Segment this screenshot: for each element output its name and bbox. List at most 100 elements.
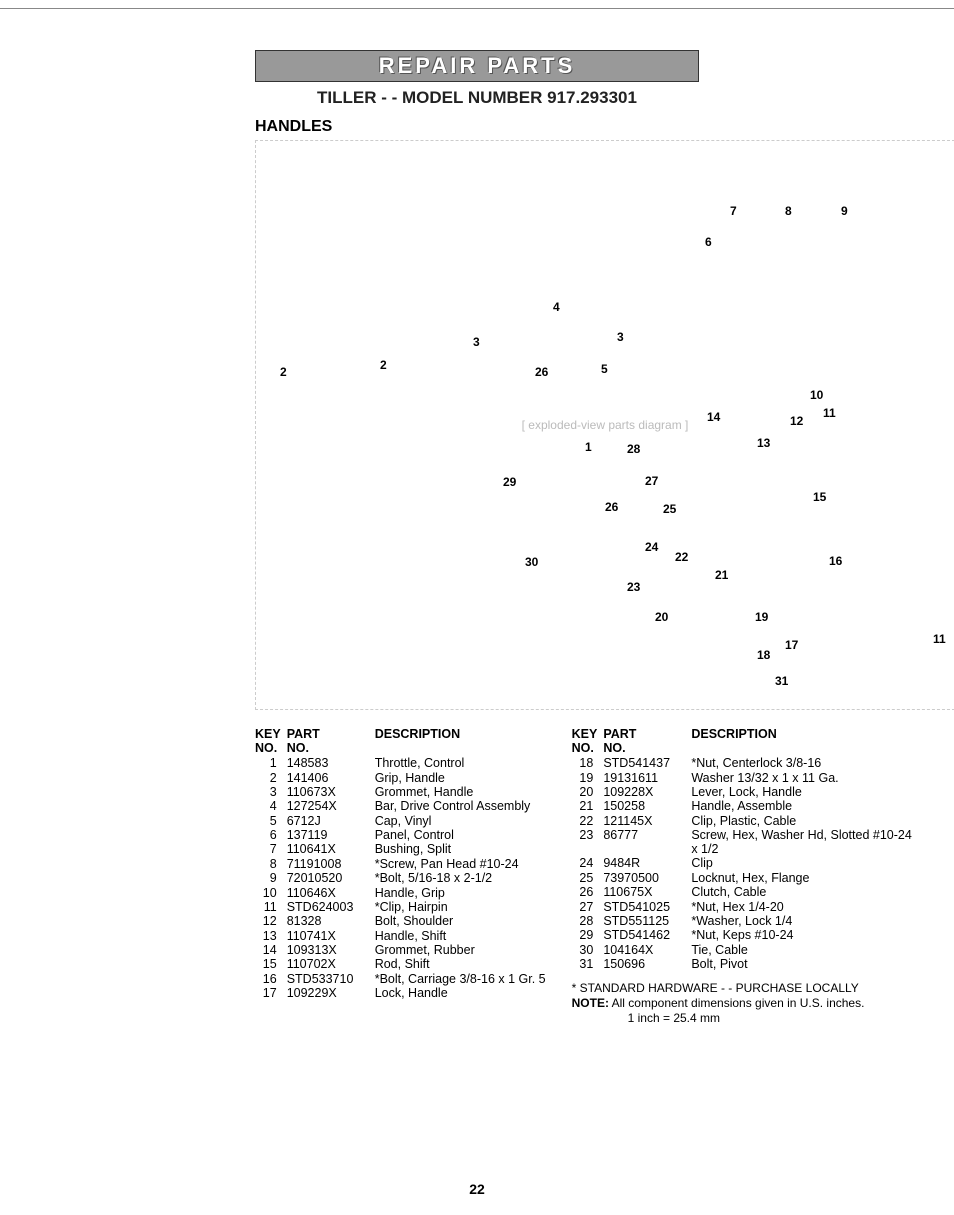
cell-key: 2 (255, 770, 287, 784)
diagram-callout: 20 (655, 610, 668, 624)
table-row: 1281328Bolt, Shoulder (255, 914, 552, 928)
tables-wrap: KEY NO. PART NO. DESCRIPTION 1148583Thro… (255, 726, 934, 1026)
table-row: 15110702XRod, Shift (255, 957, 552, 971)
th-part: PART NO. (603, 726, 691, 756)
banner-title: REPAIR PARTS (379, 53, 576, 79)
table-row: 17109229XLock, Handle (255, 986, 552, 1000)
cell-desc: *Nut, Centerlock 3/8-16 (691, 756, 921, 770)
table-row: 21150258Handle, Assemble (572, 799, 922, 813)
cell-key: 18 (572, 756, 604, 770)
table-row: 20109228XLever, Lock, Handle (572, 785, 922, 799)
cell-part: 150258 (603, 799, 691, 813)
table-row: 28STD551125*Washer, Lock 1/4 (572, 914, 922, 928)
cell-part: 109228X (603, 785, 691, 799)
cell-desc: Washer 13/32 x 1 x 11 Ga. (691, 770, 921, 784)
cell-key: 12 (255, 914, 287, 928)
diagram-callout: 25 (663, 502, 676, 516)
cell-part: 141406 (287, 770, 375, 784)
diagram-callout: 23 (627, 580, 640, 594)
table-row: 30104164XTie, Cable (572, 943, 922, 957)
cell-key: 3 (255, 785, 287, 799)
cell-key: 29 (572, 928, 604, 942)
cell-key: 20 (572, 785, 604, 799)
cell-desc: Bolt, Shoulder (375, 914, 552, 928)
cell-key: 19 (572, 770, 604, 784)
cell-desc: *Clip, Hairpin (375, 900, 552, 914)
cell-desc: Bolt, Pivot (691, 957, 921, 971)
table-row: 2386777Screw, Hex, Washer Hd, Slotted #1… (572, 828, 922, 856)
diagram-callout: 18 (757, 648, 770, 662)
parts-table-right: KEY NO. PART NO. DESCRIPTION 18STD541437… (572, 726, 922, 971)
cell-desc: Bar, Drive Control Assembly (375, 799, 552, 813)
cell-part: STD541025 (603, 899, 691, 913)
cell-desc: Lever, Lock, Handle (691, 785, 921, 799)
diagram-callout: 22 (675, 550, 688, 564)
cell-part: 71191008 (287, 857, 375, 871)
cell-key: 10 (255, 885, 287, 899)
table-row: 22121145XClip, Plastic, Cable (572, 814, 922, 828)
parts-table-left: KEY NO. PART NO. DESCRIPTION 1148583Thro… (255, 726, 552, 1000)
diagram-callout: 16 (829, 554, 842, 568)
cell-key: 24 (572, 856, 604, 870)
cell-key: 21 (572, 799, 604, 813)
model-line: TILLER - - MODEL NUMBER 917.293301 (20, 88, 934, 108)
diagram-placeholder: [ exploded-view parts diagram ] (255, 140, 954, 710)
table-row: 11STD624003*Clip, Hairpin (255, 900, 552, 914)
cell-part: 9484R (603, 856, 691, 870)
diagram-callout: 21 (715, 568, 728, 582)
cell-key: 27 (572, 899, 604, 913)
cell-desc: Handle, Shift (375, 929, 552, 943)
diagram-placeholder-label: [ exploded-view parts diagram ] (522, 418, 689, 432)
cell-desc: *Bolt, Carriage 3/8-16 x 1 Gr. 5 (375, 972, 552, 986)
diagram-callout: 17 (785, 638, 798, 652)
cell-desc: Grip, Handle (375, 770, 552, 784)
th-key: KEY NO. (572, 726, 604, 756)
cell-desc: Bushing, Split (375, 842, 552, 856)
cell-desc: Clip (691, 856, 921, 870)
banner: REPAIR PARTS (255, 50, 699, 82)
cell-key: 11 (255, 900, 287, 914)
diagram-callout: 8 (785, 204, 792, 218)
table-row: 16STD533710*Bolt, Carriage 3/8-16 x 1 Gr… (255, 972, 552, 986)
cell-desc: Grommet, Handle (375, 785, 552, 799)
cell-part: 73970500 (603, 871, 691, 885)
cell-part: STD541437 (603, 756, 691, 770)
cell-desc: Lock, Handle (375, 986, 552, 1000)
cell-part: 110641X (287, 842, 375, 856)
diagram-callout: 14 (707, 410, 720, 424)
footnote: * STANDARD HARDWARE - - PURCHASE LOCALLY… (572, 981, 922, 1026)
cell-desc: Screw, Hex, Washer Hd, Slotted #10-24 x … (691, 828, 921, 856)
table-row: 10110646XHandle, Grip (255, 885, 552, 899)
page-number: 22 (0, 1181, 954, 1197)
cell-part: 72010520 (287, 871, 375, 885)
diagram-area: [ exploded-view parts diagram ] 12233456… (255, 140, 954, 710)
table-row: 7110641XBushing, Split (255, 842, 552, 856)
table-row: 4127254XBar, Drive Control Assembly (255, 799, 552, 813)
cell-key: 7 (255, 842, 287, 856)
cell-key: 9 (255, 871, 287, 885)
table-row: 29STD541462*Nut, Keps #10-24 (572, 928, 922, 942)
diagram-callout: 2 (380, 358, 387, 372)
th-part: PART NO. (287, 726, 375, 756)
cell-part: STD533710 (287, 972, 375, 986)
table-row: 13110741XHandle, Shift (255, 929, 552, 943)
cell-desc: Locknut, Hex, Flange (691, 871, 921, 885)
top-rule (0, 8, 954, 9)
parts-column-right: KEY NO. PART NO. DESCRIPTION 18STD541437… (572, 726, 922, 1026)
cell-desc: Panel, Control (375, 828, 552, 842)
diagram-callout: 5 (601, 362, 608, 376)
cell-key: 5 (255, 814, 287, 828)
diagram-callout: 6 (705, 235, 712, 249)
diagram-callout: 30 (525, 555, 538, 569)
cell-part: 6712J (287, 814, 375, 828)
cell-desc: Grommet, Rubber (375, 943, 552, 957)
cell-part: STD541462 (603, 928, 691, 942)
cell-desc: *Nut, Hex 1/4-20 (691, 899, 921, 913)
cell-part: 109229X (287, 986, 375, 1000)
table-row: 26110675XClutch, Cable (572, 885, 922, 899)
cell-part: 81328 (287, 914, 375, 928)
th-key: KEY NO. (255, 726, 287, 756)
cell-key: 15 (255, 957, 287, 971)
diagram-callout: 11 (823, 406, 836, 420)
diagram-callout: 28 (627, 442, 640, 456)
